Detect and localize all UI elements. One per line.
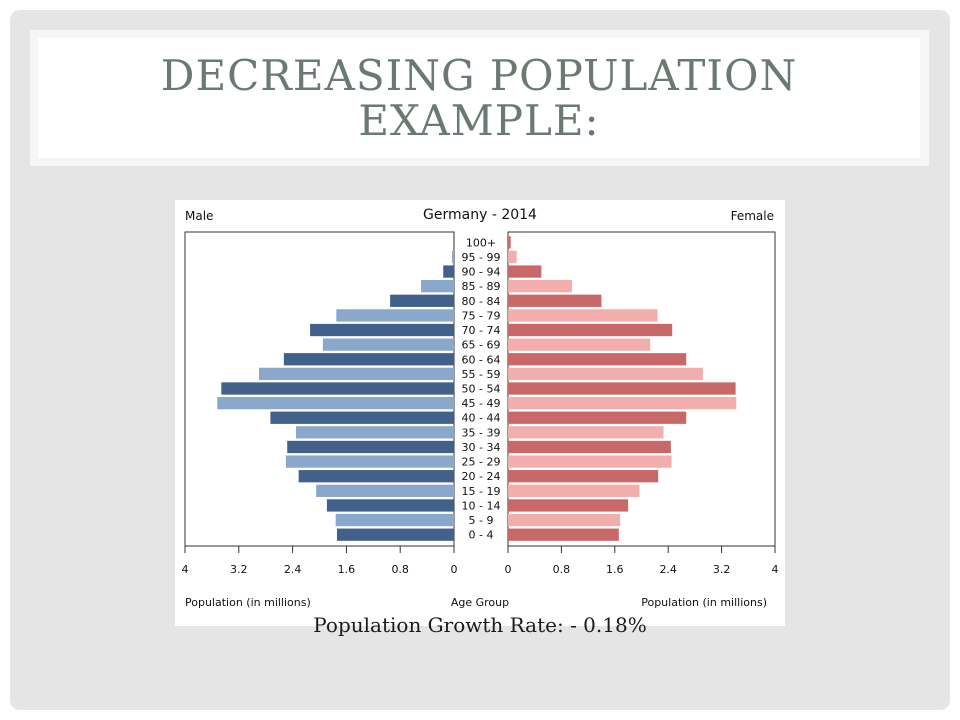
female-bar — [508, 470, 659, 483]
male-label: Male — [185, 209, 213, 223]
female-bar — [508, 265, 542, 278]
female-bar — [508, 294, 602, 307]
female-bar — [508, 440, 671, 454]
female-label: Female — [731, 209, 774, 223]
age-group-label: 70 - 74 — [462, 324, 501, 337]
male-bar — [310, 323, 454, 337]
female-bar — [508, 499, 629, 512]
x-tick-label: 1.6 — [338, 563, 356, 576]
x-tick-label: 4 — [182, 563, 189, 576]
male-bar — [443, 265, 454, 278]
male-bar — [258, 367, 454, 381]
age-group-label: 50 - 54 — [462, 383, 501, 396]
female-bar — [508, 426, 664, 439]
slide-title: DECREASING POPULATION EXAMPLE: — [160, 50, 798, 145]
male-bar — [335, 513, 454, 527]
x-tick-label: 4 — [772, 563, 779, 576]
male-bar — [283, 353, 454, 366]
male-bar — [285, 455, 454, 468]
x-axis-label-left: Population (in millions) — [185, 596, 311, 609]
male-bar — [217, 396, 454, 410]
x-tick-label: 0.8 — [391, 563, 409, 576]
female-bar — [508, 528, 619, 541]
female-bar — [508, 236, 511, 249]
male-bar — [316, 484, 454, 497]
age-group-label: 15 - 19 — [462, 485, 501, 498]
age-group-label: 25 - 29 — [462, 456, 501, 469]
male-bar — [326, 499, 454, 512]
male-bar — [295, 426, 454, 439]
female-bar — [508, 250, 517, 264]
male-bar — [322, 338, 454, 351]
male-bar — [451, 250, 454, 264]
male-bar — [421, 280, 454, 293]
male-bar — [287, 440, 454, 454]
x-tick-label: 3.2 — [230, 563, 248, 576]
age-group-label: 30 - 34 — [462, 441, 501, 454]
age-group-label: 60 - 64 — [462, 353, 501, 366]
female-bar — [508, 513, 621, 527]
age-group-label: 35 - 39 — [462, 426, 501, 439]
x-tick-label: 2.4 — [659, 563, 677, 576]
x-axis-label-center: Age Group — [451, 596, 509, 609]
male-bar — [270, 411, 454, 424]
x-tick-label: 3.2 — [713, 563, 731, 576]
female-bar — [508, 396, 737, 410]
x-tick-label: 1.6 — [606, 563, 624, 576]
growth-rate-caption: Population Growth Rate: - 0.18% — [313, 613, 647, 637]
age-group-label: 80 - 84 — [462, 295, 501, 308]
age-group-label: 85 - 89 — [462, 280, 501, 293]
female-bar — [508, 280, 573, 293]
age-group-label: 5 - 9 — [469, 514, 494, 527]
male-bar — [336, 528, 454, 541]
male-bar — [390, 294, 454, 307]
female-bar — [508, 338, 651, 351]
age-group-label: 95 - 99 — [462, 251, 501, 264]
population-pyramid-chart: Male Germany - 2014 Female 0 - 4 5 - 9 10 … — [182, 207, 779, 609]
male-bar — [221, 382, 454, 395]
population-pyramid-panel: Male Germany - 2014 Female 0 - 4 5 - 9 10 … — [175, 200, 785, 626]
age-group-label: 100+ — [466, 236, 496, 249]
male-bar — [453, 236, 454, 249]
female-bar — [508, 382, 736, 395]
age-group-label: 40 - 44 — [462, 412, 501, 425]
chart-title: Germany - 2014 — [423, 207, 537, 223]
female-bar — [508, 455, 672, 468]
x-tick-label: 2.4 — [284, 563, 302, 576]
female-bar — [508, 353, 687, 366]
x-tick-label: 0.8 — [553, 563, 571, 576]
female-bar — [508, 309, 658, 322]
x-axis-label-right: Population (in millions) — [641, 596, 767, 609]
title-area: DECREASING POPULATION EXAMPLE: — [38, 38, 920, 158]
x-tick-label: 0 — [451, 563, 458, 576]
age-group-label: 10 - 14 — [462, 499, 501, 512]
age-group-label: 90 - 94 — [462, 266, 501, 279]
female-bar — [508, 411, 687, 424]
age-group-label: 75 - 79 — [462, 309, 501, 322]
age-group-label: 20 - 24 — [462, 470, 501, 483]
age-group-label: 45 - 49 — [462, 397, 501, 410]
male-bar — [336, 309, 454, 322]
age-group-label: 55 - 59 — [462, 368, 501, 381]
x-tick-label: 0 — [505, 563, 512, 576]
female-bar — [508, 367, 703, 381]
male-bar — [298, 470, 454, 483]
female-bar — [508, 484, 640, 497]
age-group-label: 0 - 4 — [469, 529, 494, 542]
age-group-label: 65 - 69 — [462, 339, 501, 352]
female-bar — [508, 323, 673, 337]
